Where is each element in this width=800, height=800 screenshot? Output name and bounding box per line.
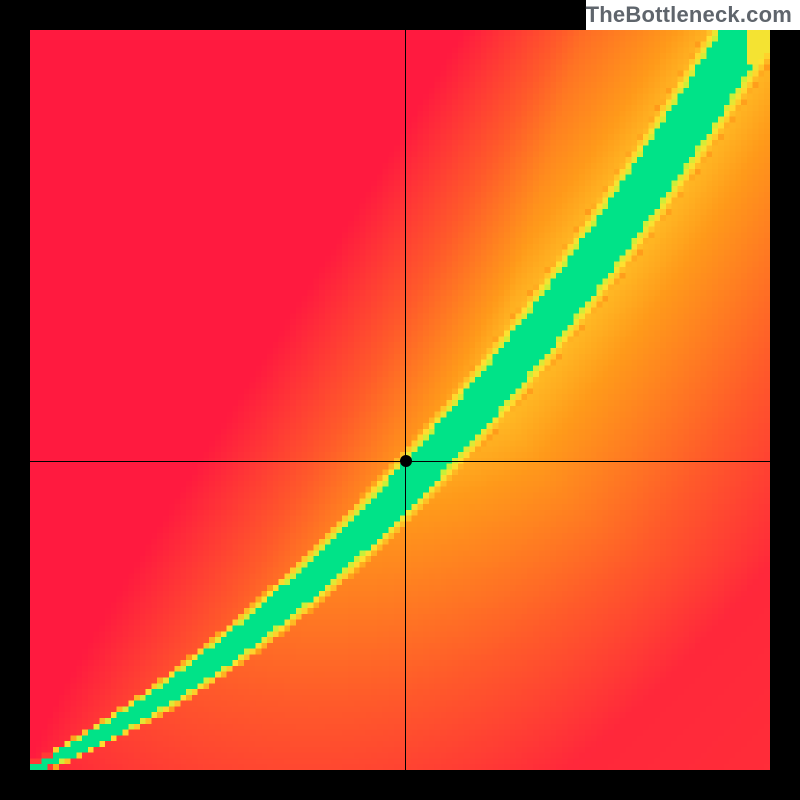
- watermark-label: TheBottleneck.com: [586, 0, 800, 30]
- plot-frame: [30, 30, 770, 770]
- heatmap-canvas: [30, 30, 770, 770]
- stage: TheBottleneck.com: [0, 0, 800, 800]
- marker-dot: [400, 455, 412, 467]
- crosshair-vertical: [405, 30, 406, 770]
